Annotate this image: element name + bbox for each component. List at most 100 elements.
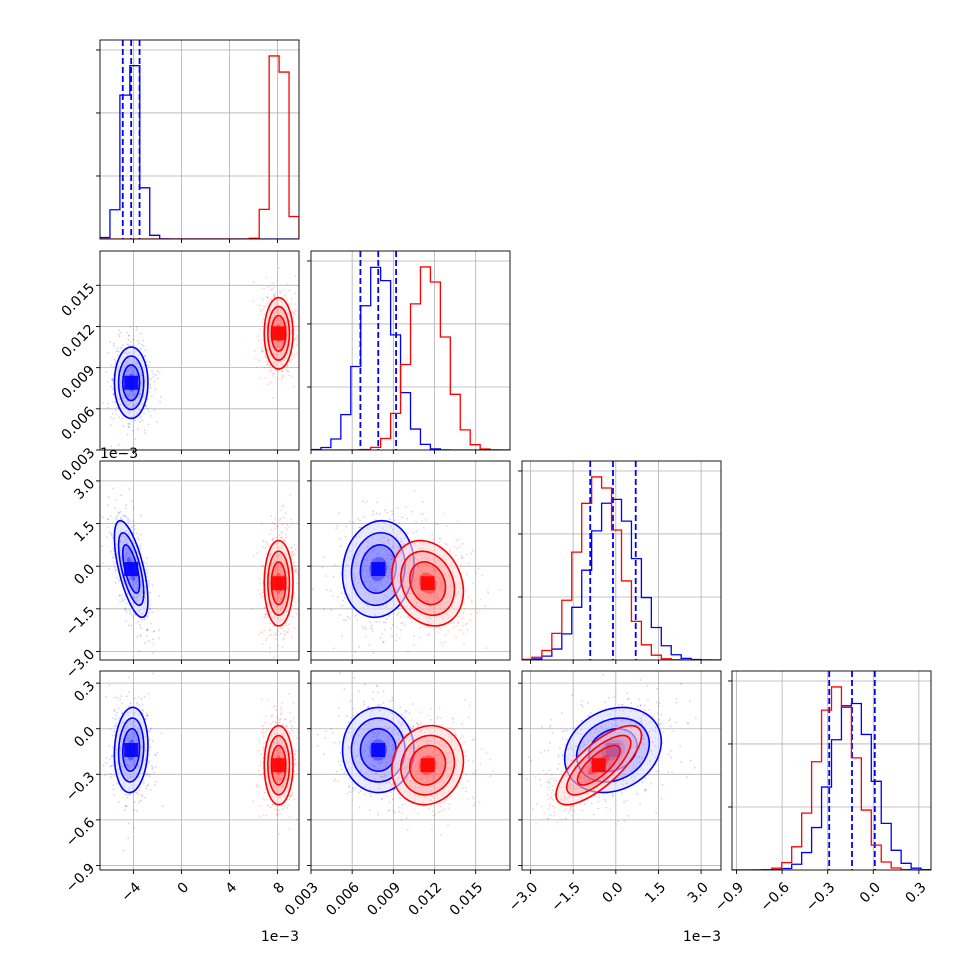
sample-point [134,614,137,616]
sample-point [336,596,339,599]
sample-point [289,798,292,801]
sample-point [107,352,110,354]
sample-point [415,521,417,523]
sample-point [125,504,128,507]
sample-point [127,334,130,337]
sample-point [282,625,285,627]
y-tick-label: −0.6 [63,815,98,850]
sample-point [329,589,332,592]
sample-point [290,518,292,521]
sample-point [127,518,130,520]
sample-point [357,518,360,520]
sample-point [455,625,457,627]
sample-point [137,696,140,699]
sample-point [479,762,482,765]
sample-point [405,817,408,819]
sample-point [105,762,107,764]
sample-point [289,301,292,304]
sample-point [296,818,298,821]
sample-point [474,771,477,774]
sample-point [283,539,286,542]
sample-point [355,614,358,616]
sample-point [462,611,465,614]
sample-point [358,535,361,538]
sample-point [421,538,424,540]
sample-point [262,797,265,800]
sample-point [353,676,356,679]
sample-point [112,763,115,766]
sample-point [149,731,151,733]
sample-point [271,539,274,542]
sample-point [294,601,297,604]
sample-point [451,716,454,719]
sample-point [270,715,273,718]
sample-point [121,597,124,600]
sample-point [293,798,296,801]
sample-point [437,631,439,634]
sample-point [463,608,466,611]
density-peak [124,742,139,757]
sample-point [353,787,356,789]
sample-point [273,372,275,375]
sample-point [295,568,298,571]
sample-point [339,764,342,767]
sample-point [332,575,335,578]
sample-point [118,579,121,582]
sample-point [144,641,146,644]
sample-point [108,684,111,687]
sample-point [299,764,301,766]
sample-point [377,813,379,816]
sample-point [257,738,260,741]
sample-point [107,518,110,521]
sample-point [259,328,261,331]
sample-point [292,730,295,733]
sample-point [145,562,148,565]
sample-point [154,766,157,768]
sample-point [449,795,452,797]
sample-point [114,569,117,572]
sample-point [334,778,337,781]
sample-point [152,652,154,654]
sample-point [151,765,153,768]
sample-point [118,329,121,332]
sample-point [472,797,475,800]
sample-point [259,376,262,379]
sample-point [152,771,155,774]
sample-point [409,726,412,729]
sample-point [269,723,272,726]
sample-point [485,752,488,755]
density-blue [113,346,149,420]
sample-point [431,828,433,830]
sample-point [139,799,142,802]
sample-point [457,621,460,624]
sample-point [280,632,282,635]
sample-point [275,721,277,724]
y-tick-label: 0.006 [59,404,99,444]
sample-point [124,507,127,510]
sample-point [286,631,289,634]
sample-point [462,632,465,635]
sample-point [269,629,272,632]
sample-point [136,809,138,812]
sample-point [148,759,151,762]
sample-point [264,639,267,642]
sample-point [120,518,123,520]
sample-point [281,378,284,380]
sample-point [385,763,388,766]
sample-point [340,592,343,595]
sample-point [286,523,289,526]
panel-frame [99,250,300,451]
sample-point [143,355,146,358]
sample-point [112,393,115,396]
sample-point [113,342,115,345]
sample-point [265,276,268,279]
sample-point [346,715,348,718]
sample-point [263,287,265,290]
sample-point [399,629,402,632]
sample-point [126,343,129,346]
sample-point [109,340,112,343]
sample-point [358,806,361,809]
sample-point [261,643,264,646]
sample-point [252,554,255,557]
sample-point [411,510,413,513]
